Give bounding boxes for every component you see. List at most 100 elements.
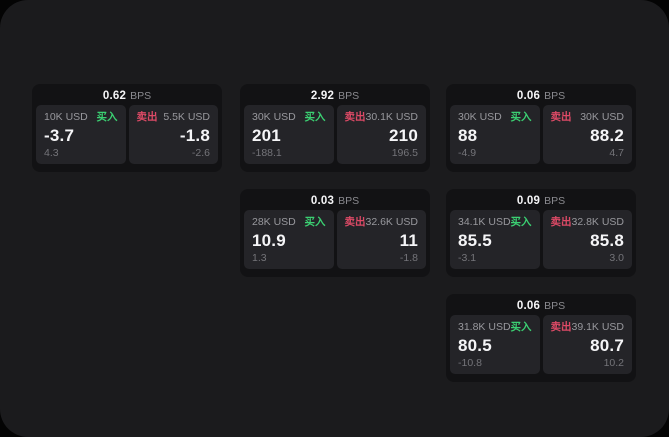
buy-delta-value: -3.1 <box>458 252 477 264</box>
buy-price-value: 10.9 <box>252 231 286 250</box>
sell-tile-header: 卖出 32.6K USD <box>345 217 419 228</box>
sell-amount-label: 30K USD <box>580 111 624 123</box>
card-header: 0.09 BPS <box>446 189 636 210</box>
quote-card-4: 0.03 BPS 28K USD 买入 10.9 1.3 卖出 32.6K US… <box>240 189 430 277</box>
sell-delta-value: 10.2 <box>603 357 624 369</box>
buy-price-value: 88 <box>458 126 478 145</box>
sell-amount-label: 32.6K USD <box>365 216 419 228</box>
buy-delta-value: 4.3 <box>44 147 59 159</box>
sell-price-value: 11 <box>399 231 418 250</box>
bps-unit-label: BPS <box>544 299 566 312</box>
card-body: 31.8K USD 买入 80.5 -10.8 卖出 39.1K USD 80.… <box>446 315 636 378</box>
sell-tile[interactable]: 卖出 39.1K USD 80.7 10.2 <box>542 315 632 374</box>
buy-tile[interactable]: 30K USD 买入 201 -188.1 <box>244 105 334 164</box>
sell-tile-header: 卖出 30.1K USD <box>345 112 419 123</box>
buy-side-label: 买入 <box>510 321 532 333</box>
spread-bps-value: 0.62 <box>102 89 127 102</box>
sell-tile[interactable]: 卖出 32.8K USD 85.8 3.0 <box>542 210 632 269</box>
bps-unit-label: BPS <box>338 89 360 102</box>
sell-side-label: 卖出 <box>550 111 572 123</box>
sell-price-value: 80.7 <box>590 336 624 355</box>
buy-price-value: 80.5 <box>458 336 492 355</box>
buy-delta-value: -10.8 <box>458 357 482 369</box>
card-body: 10K USD 买入 -3.7 4.3 卖出 5.5K USD -1.8 -2.… <box>32 105 222 168</box>
buy-amount-label: 31.8K USD <box>458 321 511 333</box>
buy-tile-header: 34.1K USD 买入 <box>458 217 532 228</box>
card-header: 0.03 BPS <box>240 189 430 210</box>
spread-bps-value: 0.06 <box>516 299 541 312</box>
buy-side-label: 买入 <box>96 111 118 123</box>
sell-side-label: 卖出 <box>344 216 366 228</box>
sell-tile-header: 卖出 30K USD <box>551 112 625 123</box>
sell-delta-value: -1.8 <box>399 252 418 264</box>
card-header: 0.06 BPS <box>446 84 636 105</box>
quote-card-5: 0.09 BPS 34.1K USD 买入 85.5 -3.1 卖出 32.8K… <box>446 189 636 277</box>
buy-tile[interactable]: 10K USD 买入 -3.7 4.3 <box>36 105 126 164</box>
buy-tile-header: 30K USD 买入 <box>252 112 326 123</box>
sell-delta-value: 3.0 <box>609 252 624 264</box>
buy-tile-header: 28K USD 买入 <box>252 217 326 228</box>
sell-amount-label: 39.1K USD <box>571 321 625 333</box>
buy-price-value: 85.5 <box>458 231 492 250</box>
sell-tile-header: 卖出 39.1K USD <box>551 322 625 333</box>
buy-amount-label: 10K USD <box>44 111 88 123</box>
buy-side-label: 买入 <box>510 216 532 228</box>
buy-tile-header: 30K USD 买入 <box>458 112 532 123</box>
card-header: 0.62 BPS <box>32 84 222 105</box>
buy-tile-header: 31.8K USD 买入 <box>458 322 532 333</box>
sell-delta-value: 4.7 <box>609 147 624 159</box>
bps-unit-label: BPS <box>544 194 566 207</box>
bps-unit-label: BPS <box>338 194 360 207</box>
spread-bps-value: 0.09 <box>516 194 541 207</box>
buy-tile[interactable]: 31.8K USD 买入 80.5 -10.8 <box>450 315 540 374</box>
sell-side-label: 卖出 <box>136 111 158 123</box>
buy-delta-value: 1.3 <box>252 252 267 264</box>
sell-price-value: 88.2 <box>590 126 624 145</box>
buy-tile-header: 10K USD 买入 <box>44 112 118 123</box>
quote-card-1: 0.62 BPS 10K USD 买入 -3.7 4.3 卖出 5.5K USD… <box>32 84 222 172</box>
sell-side-label: 卖出 <box>550 216 572 228</box>
card-body: 30K USD 买入 88 -4.9 卖出 30K USD 88.2 4.7 <box>446 105 636 168</box>
buy-delta-value: -188.1 <box>252 147 282 159</box>
sell-delta-value: 196.5 <box>391 147 418 159</box>
spread-bps-value: 0.03 <box>310 194 335 207</box>
sell-delta-value: -2.6 <box>191 147 210 159</box>
buy-side-label: 买入 <box>510 111 532 123</box>
sell-tile-header: 卖出 5.5K USD <box>137 112 211 123</box>
spread-bps-value: 0.06 <box>516 89 541 102</box>
buy-tile[interactable]: 34.1K USD 买入 85.5 -3.1 <box>450 210 540 269</box>
quote-card-6: 0.06 BPS 31.8K USD 买入 80.5 -10.8 卖出 39.1… <box>446 294 636 382</box>
card-header: 2.92 BPS <box>240 84 430 105</box>
sell-price-value: -1.8 <box>179 126 210 145</box>
buy-amount-label: 30K USD <box>458 111 502 123</box>
quote-card-2: 2.92 BPS 30K USD 买入 201 -188.1 卖出 30.1K … <box>240 84 430 172</box>
buy-price-value: -3.7 <box>44 126 75 145</box>
bps-unit-label: BPS <box>130 89 152 102</box>
sell-tile[interactable]: 卖出 5.5K USD -1.8 -2.6 <box>128 105 218 164</box>
sell-side-label: 卖出 <box>550 321 572 333</box>
sell-amount-label: 5.5K USD <box>163 111 210 123</box>
sell-tile[interactable]: 卖出 30.1K USD 210 196.5 <box>336 105 426 164</box>
buy-amount-label: 28K USD <box>252 216 296 228</box>
card-header: 0.06 BPS <box>446 294 636 315</box>
buy-tile[interactable]: 28K USD 买入 10.9 1.3 <box>244 210 334 269</box>
buy-price-value: 201 <box>252 126 281 145</box>
bps-unit-label: BPS <box>544 89 566 102</box>
sell-side-label: 卖出 <box>344 111 366 123</box>
buy-side-label: 买入 <box>304 111 326 123</box>
sell-amount-label: 32.8K USD <box>571 216 625 228</box>
sell-amount-label: 30.1K USD <box>365 111 419 123</box>
buy-amount-label: 30K USD <box>252 111 296 123</box>
buy-side-label: 买入 <box>304 216 326 228</box>
quote-card-3: 0.06 BPS 30K USD 买入 88 -4.9 卖出 30K USD 8… <box>446 84 636 172</box>
buy-tile[interactable]: 30K USD 买入 88 -4.9 <box>450 105 540 164</box>
sell-tile-header: 卖出 32.8K USD <box>551 217 625 228</box>
buy-amount-label: 34.1K USD <box>458 216 511 228</box>
card-body: 30K USD 买入 201 -188.1 卖出 30.1K USD 210 1… <box>240 105 430 168</box>
sell-price-value: 210 <box>389 126 418 145</box>
sell-tile[interactable]: 卖出 32.6K USD 11 -1.8 <box>336 210 426 269</box>
sell-tile[interactable]: 卖出 30K USD 88.2 4.7 <box>542 105 632 164</box>
spread-bps-value: 2.92 <box>310 89 335 102</box>
card-body: 28K USD 买入 10.9 1.3 卖出 32.6K USD 11 -1.8 <box>240 210 430 273</box>
